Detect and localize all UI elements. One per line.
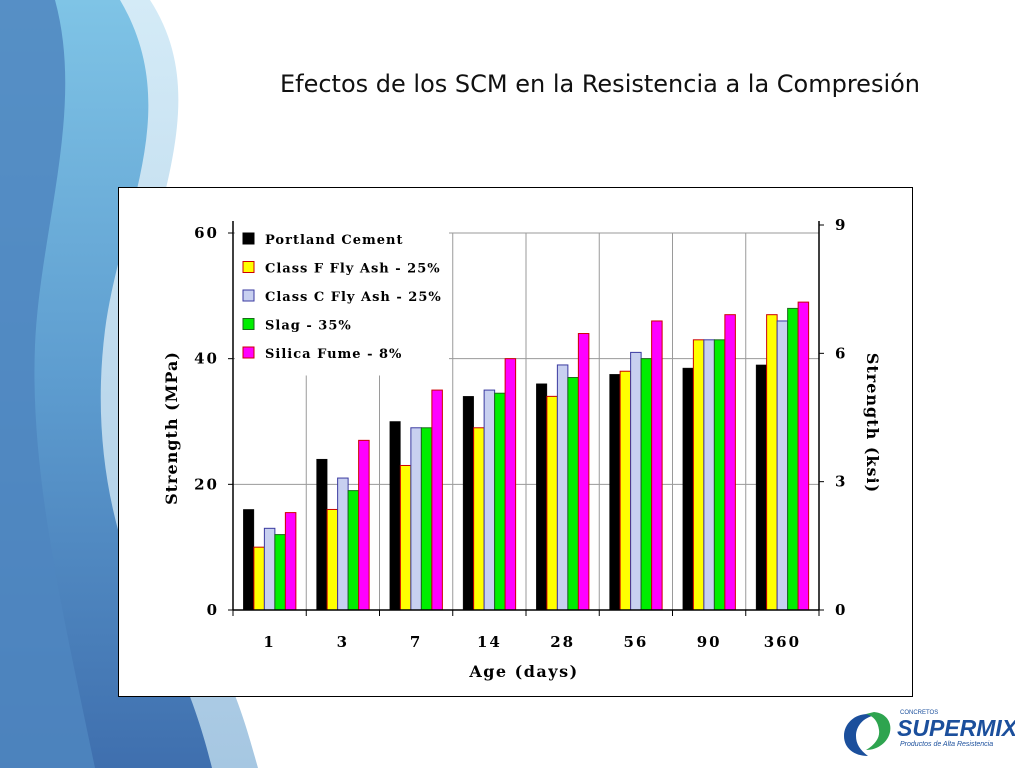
legend: Portland Cement Class F Fly Ash - 25% Clas… <box>235 225 449 376</box>
legend-label: Slag - 35% <box>265 319 352 334</box>
y-tick-label-right: 3 <box>835 473 845 491</box>
bar-silica-fume-8--14 <box>504 358 517 611</box>
x-tick-label: 1 <box>263 633 275 651</box>
bar-class-c-fly-ash-25--56 <box>630 351 642 611</box>
y-tick-label-right: 0 <box>835 601 845 619</box>
bar-portland-cement-3 <box>316 458 328 611</box>
legend-label: Silica Fume - 8% <box>265 347 402 362</box>
legend-label: Portland Cement <box>265 233 403 248</box>
bar-slag-35--56 <box>640 358 653 611</box>
bar-portland-cement-7 <box>389 421 401 611</box>
bar-portland-cement-56 <box>609 374 621 611</box>
x-tick-label: 7 <box>410 633 422 651</box>
bar-class-c-fly-ash-25--90 <box>703 339 715 611</box>
y-tick-label-right: 6 <box>835 344 845 362</box>
y-tick-label-left: 60 <box>194 224 219 242</box>
bar-silica-fume-8--3 <box>358 439 370 611</box>
supermix-logo: CONCRETOS SUPERMIX Productos de Alta Res… <box>844 710 1015 756</box>
bar-portland-cement-1 <box>243 509 255 611</box>
bar-class-f-fly-ash-25--56 <box>619 370 632 611</box>
bar-class-c-fly-ash-25--28 <box>556 364 569 611</box>
y-tick-label-left: 0 <box>207 601 219 619</box>
bar-slag-35--14 <box>494 392 506 611</box>
bar-silica-fume-8--28 <box>577 333 590 611</box>
bar-slag-35--90 <box>713 339 726 611</box>
bar-class-c-fly-ash-25--360 <box>776 320 789 611</box>
bar-silica-fume-8--360 <box>797 301 810 611</box>
logo-top-text: CONCRETOS <box>900 710 938 716</box>
legend-swatch <box>242 289 255 302</box>
legend-box <box>235 225 449 376</box>
legend-swatch <box>242 261 255 273</box>
logo-brand: SUPERMIX <box>897 715 1015 741</box>
legend-swatch <box>242 318 255 330</box>
bar-class-f-fly-ash-25--1 <box>253 546 265 611</box>
x-tick-label: 90 <box>697 633 722 651</box>
bar-slag-35--7 <box>420 427 433 611</box>
bars <box>243 301 810 611</box>
y-axis-label-left: Strength (MPa) <box>162 351 181 505</box>
bar-class-f-fly-ash-25--90 <box>692 339 705 611</box>
bar-silica-fume-8--1 <box>284 512 297 611</box>
bar-class-f-fly-ash-25--14 <box>473 427 485 611</box>
bar-slag-35--3 <box>347 490 360 611</box>
bar-portland-cement-360 <box>755 364 767 611</box>
bar-slag-35--1 <box>274 534 286 611</box>
bar-class-f-fly-ash-25--3 <box>326 508 339 611</box>
swirl-icon <box>844 712 891 756</box>
slide-title: Efectos de los SCM en la Resistencia a l… <box>279 70 921 98</box>
bar-class-c-fly-ash-25--3 <box>337 477 349 611</box>
logo-tagline: Productos de Alta Resistencia <box>900 741 993 748</box>
y-tick-label-left: 20 <box>194 475 219 493</box>
bar-silica-fume-8--7 <box>431 389 443 611</box>
bar-class-c-fly-ash-25--1 <box>263 527 276 611</box>
x-tick-label: 28 <box>550 633 575 651</box>
legend-swatch <box>242 346 255 359</box>
strength-bar-chart: 0 20 40 60 0 3 6 9 1 3 7 14 28 56 90 360 Portland Cemen… <box>162 216 882 681</box>
x-tick-label: 3 <box>337 633 349 651</box>
x-tick-label: 56 <box>623 633 648 651</box>
bar-silica-fume-8--90 <box>724 314 736 611</box>
x-tick-label: 14 <box>477 633 502 651</box>
legend-label: Class F Fly Ash - 25% <box>265 262 441 277</box>
bar-class-c-fly-ash-25--14 <box>483 389 496 611</box>
y-axis-label-right: Strength (ksi) <box>863 353 882 493</box>
bar-portland-cement-90 <box>682 367 694 611</box>
legend-label: Class C Fly Ash - 25% <box>265 290 442 305</box>
y-tick-label-left: 40 <box>194 350 219 368</box>
axes: 0 20 40 60 0 3 6 9 1 3 7 14 28 56 90 360 <box>194 216 845 651</box>
bar-slag-35--28 <box>567 377 579 611</box>
bar-class-c-fly-ash-25--7 <box>410 427 422 611</box>
bar-slag-35--360 <box>787 307 799 611</box>
x-tick-label: 360 <box>764 633 801 651</box>
x-axis-label: Age (days) <box>468 662 578 681</box>
chart-frame: 0 20 40 60 0 3 6 9 1 3 7 14 28 56 90 360 Portland Cemen… <box>118 187 913 697</box>
legend-swatch <box>242 232 255 245</box>
bar-class-f-fly-ash-25--7 <box>399 464 412 611</box>
bar-silica-fume-8--56 <box>651 320 663 611</box>
bar-portland-cement-28 <box>536 383 548 611</box>
bar-portland-cement-14 <box>462 396 474 611</box>
bar-class-f-fly-ash-25--28 <box>546 395 558 611</box>
y-tick-label-right: 9 <box>835 216 845 234</box>
bar-class-f-fly-ash-25--360 <box>766 314 778 611</box>
